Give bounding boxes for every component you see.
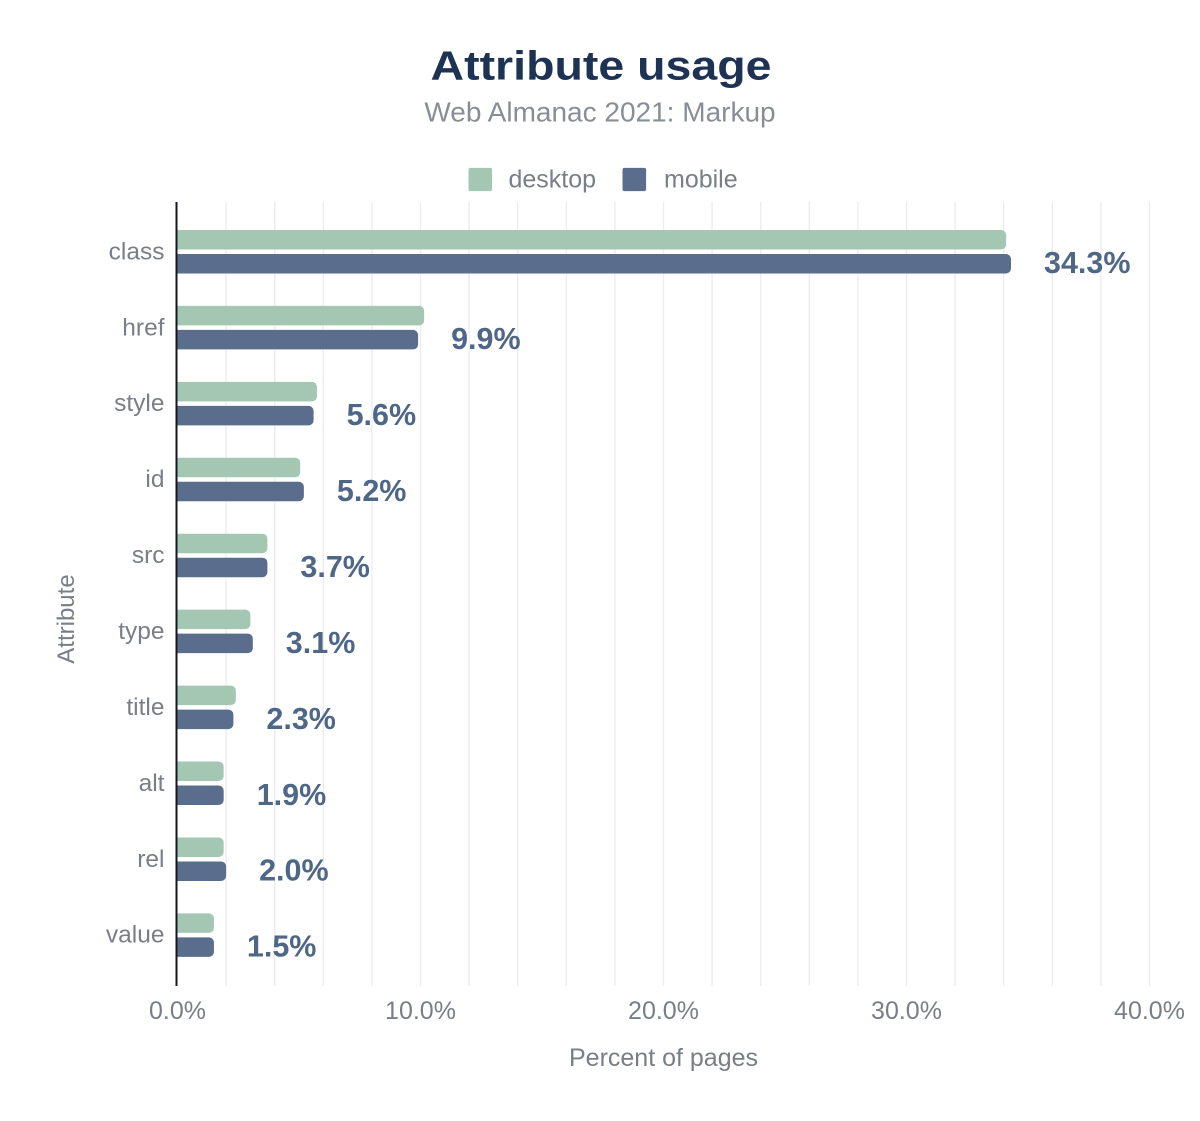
- svg-text:1.9%: 1.9%: [257, 778, 327, 812]
- svg-text:5.2%: 5.2%: [337, 474, 407, 508]
- svg-text:Attribute usage: Attribute usage: [431, 43, 772, 89]
- svg-text:9.9%: 9.9%: [451, 322, 521, 356]
- svg-text:class: class: [109, 238, 165, 265]
- svg-text:2.3%: 2.3%: [266, 702, 336, 736]
- svg-text:src: src: [132, 542, 165, 569]
- svg-text:5.6%: 5.6%: [347, 398, 417, 432]
- svg-text:0.0%: 0.0%: [149, 997, 206, 1025]
- svg-text:desktop: desktop: [509, 166, 597, 194]
- svg-text:value: value: [106, 922, 165, 949]
- svg-text:10.0%: 10.0%: [385, 997, 456, 1025]
- svg-text:2.0%: 2.0%: [259, 854, 329, 888]
- svg-text:40.0%: 40.0%: [1114, 997, 1185, 1025]
- svg-text:Attribute: Attribute: [53, 574, 80, 663]
- svg-text:type: type: [118, 618, 164, 645]
- svg-text:3.1%: 3.1%: [286, 626, 356, 660]
- svg-text:1.5%: 1.5%: [247, 930, 317, 964]
- svg-text:30.0%: 30.0%: [871, 997, 942, 1025]
- svg-text:title: title: [126, 694, 164, 721]
- svg-text:style: style: [114, 390, 164, 417]
- svg-text:mobile: mobile: [664, 166, 738, 194]
- svg-text:href: href: [122, 314, 164, 341]
- svg-text:3.7%: 3.7%: [300, 550, 370, 584]
- svg-text:Web Almanac 2021: Markup: Web Almanac 2021: Markup: [424, 97, 775, 128]
- svg-text:id: id: [145, 466, 164, 493]
- svg-text:alt: alt: [139, 770, 165, 797]
- svg-text:rel: rel: [137, 846, 164, 873]
- svg-text:20.0%: 20.0%: [628, 997, 699, 1025]
- svg-text:34.3%: 34.3%: [1044, 246, 1130, 280]
- svg-text:Percent of pages: Percent of pages: [569, 1044, 758, 1072]
